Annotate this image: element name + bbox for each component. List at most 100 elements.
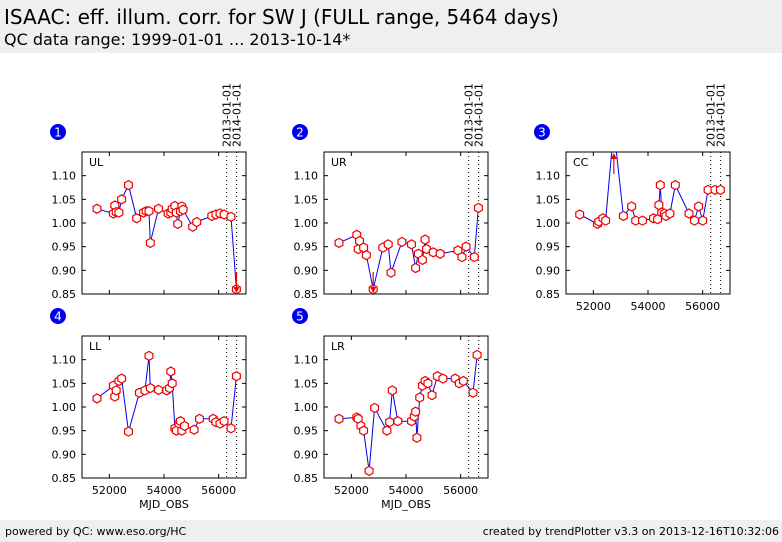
plot-index-label: 1 [54,126,62,140]
data-point [610,124,618,133]
data-point [438,373,448,384]
data-point [195,413,204,424]
y-tick-label: 1.05 [536,193,561,206]
data-point [469,251,479,263]
data-point [383,239,393,250]
data-point [397,236,407,248]
plot-index-badge [292,308,308,324]
x-axis-label: MJD_OBS [381,498,431,511]
data-point [637,215,648,226]
plot-panel-label: CC [573,156,589,169]
y-tick-label: 0.85 [294,288,319,301]
data-point [92,393,102,404]
data-point [154,384,163,396]
plot-data [575,124,725,230]
out-of-range-arrowhead [233,287,240,293]
plot-data [92,179,241,294]
date-marker-label: 2014-01-01 [715,83,728,147]
data-point [670,179,680,191]
y-tick-label: 0.95 [294,425,319,438]
y-tick-label: 1.00 [52,217,77,230]
data-point [192,216,202,228]
data-point [385,416,395,428]
data-point [361,250,371,261]
data-point [382,425,392,436]
out-of-range-arrowhead [610,153,617,159]
data-point [111,385,121,396]
data-point [684,208,694,219]
date-marker-label: 2013-01-01 [705,83,718,147]
plot-index-badge [534,124,550,140]
data-point [427,390,437,401]
data-point [334,413,344,424]
data-point [144,350,154,362]
data-point [393,416,403,427]
y-tick-label: 0.85 [52,288,77,301]
y-tick-label: 1.10 [294,354,319,367]
data-point [422,243,431,255]
data-point [117,373,127,384]
plot-frame [81,151,247,295]
data-point [601,215,611,226]
x-tick-label: 56000 [685,300,720,313]
plot-index-badge [292,124,308,140]
y-tick-label: 1.05 [294,193,319,206]
y-tick-label: 1.00 [294,217,319,230]
x-tick-label: 54000 [147,484,182,497]
x-tick-label: 56000 [201,484,236,497]
data-point [145,237,155,249]
x-axis-label: MJD_OBS [139,498,189,511]
data-point [370,402,380,414]
data-point [420,234,430,245]
data-point [435,248,445,259]
data-point [428,247,438,258]
x-tick-label: 54000 [389,484,424,497]
plot-index-label: 3 [538,126,546,140]
data-point [387,385,397,396]
y-tick-label: 1.05 [52,377,77,390]
data-point [423,378,433,389]
data-point [457,251,467,263]
data-point [655,179,665,191]
data-point [226,423,236,434]
data-point [461,241,471,252]
data-point [123,179,133,191]
y-tick-label: 0.85 [536,288,561,301]
plot-frame [323,151,489,295]
data-point [412,432,422,443]
data-point [166,366,176,377]
y-tick-label: 0.85 [294,472,319,485]
y-tick-label: 0.95 [536,241,561,254]
x-tick-label: 52000 [92,484,127,497]
plot-ll: 4 LL 0.85 0.90 0.95 1.00 1.05 1.10 52000 54000 560… [50,308,247,511]
data-point [226,211,236,222]
y-tick-label: 1.10 [294,170,319,183]
y-tick-label: 1.05 [294,377,319,390]
y-tick-label: 1.00 [536,217,561,230]
data-point [472,349,482,361]
plot-panel-label: UR [331,156,347,169]
y-tick-label: 1.10 [52,354,77,367]
x-tick-label: 52000 [334,484,369,497]
data-point [417,254,427,266]
data-point [411,262,421,274]
data-point [359,425,369,436]
y-tick-label: 0.90 [294,448,319,461]
data-point [231,371,241,382]
data-point [180,420,189,432]
data-point [694,201,704,212]
plot-frame [323,335,489,479]
data-point [173,218,183,230]
plot-index-badge [50,124,66,140]
y-tick-label: 1.10 [52,170,77,183]
header-bar: ISAAC: eff. illum. corr. for SW J (FULL … [0,0,782,53]
data-point [689,215,700,226]
date-marker-label: 2013-01-01 [221,83,234,147]
y-tick-label: 1.00 [52,401,77,414]
date-marker-label: 2014-01-01 [473,83,486,147]
data-point [92,203,102,214]
plot-data [92,350,241,437]
plot-panel-label: UL [89,156,104,169]
